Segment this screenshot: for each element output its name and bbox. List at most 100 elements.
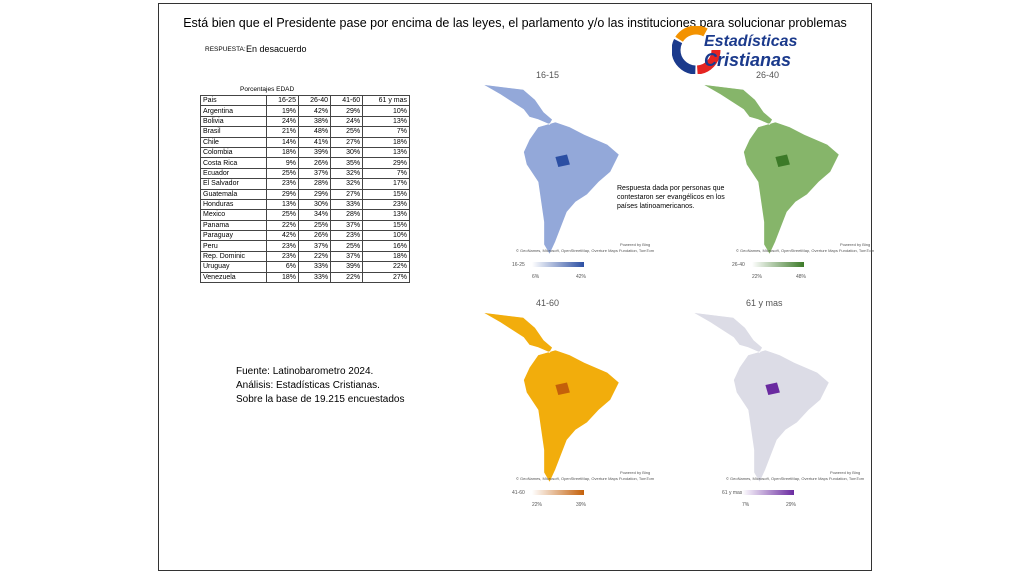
legend-bar [752,262,804,267]
table-cell: 21% [265,126,299,138]
table-cell: Peru [200,240,267,252]
logo-ring [672,26,721,74]
table-cell: Colombia [200,146,267,159]
table-cell: 13% [265,198,299,211]
table-cell: 22% [265,219,299,232]
table-cell: Argentina [200,105,267,117]
logo-ring [672,26,721,74]
table-row: Costa Rica 9% 26% 35% 29% [200,157,410,169]
table-cell: Chile [200,136,267,148]
table-cell: 28% [330,209,364,221]
table-cell: 13% [362,115,410,128]
table-cell: Costa Rica [200,157,267,169]
table-cell: 37% [330,219,364,232]
table-cell: 33% [297,271,332,284]
powered-by: Powered by Bing [620,470,650,475]
map-title: 26-40 [756,70,779,80]
table-cell: 23% [265,178,299,190]
table-cell: 37% [297,167,332,180]
table-cell: 32% [330,167,364,180]
map-shape [482,84,620,256]
table-cell: 39% [297,146,332,159]
table-row: Brasil 21% 48% 25% 7% [200,126,410,138]
table-cell: 23% [330,230,364,242]
source-line: Análisis: Estadísticas Cristianas. [236,380,380,391]
table-cell: 25% [330,240,364,252]
map [482,312,620,484]
map-region [555,382,570,395]
table-cell: 25% [265,209,299,221]
table-cell: 27% [330,188,364,200]
table-cell: 22% [297,250,332,263]
table-cell: 18% [265,271,299,284]
table-cell: 25% [330,126,364,138]
table-cell: Uruguay [200,261,267,273]
map [692,312,830,484]
legend-title: 41-60 [512,490,525,496]
table-cell: 38% [297,115,332,128]
table-cell: 37% [330,250,364,263]
table-cell: 22% [330,271,364,284]
table-cell: 29% [330,105,364,117]
map-region [555,154,570,167]
table-cell: 41% [297,136,332,148]
map-panel: 26-40 Powered by Bing© GeoNames, Microsof… [702,70,875,280]
table-row: Mexico 25% 34% 28% 13% [200,209,410,221]
table-cell: 48% [297,126,332,138]
table-row: Paraguay 42% 26% 23% 10% [200,230,410,242]
map-panel: 41-60 Powered by Bing© GeoNames, Microsof… [482,298,655,508]
header-cell: 16-25 [265,94,299,107]
map-credits: © GeoNames, Microsoft, OpenStreetMap, Ov… [726,476,865,481]
table-row: Chile 14% 41% 27% 18% [200,136,410,148]
map-credits: © GeoNames, Microsoft, OpenStreetMap, Ov… [736,248,875,253]
logo: Estadísticas Cristianas [672,26,797,74]
legend-title: 16-25 [512,262,525,268]
table-row: Venezuela 18% 33% 22% 27% [200,271,410,284]
table-row: Argentina 19% 42% 29% 10% [200,105,410,117]
table-row: Ecuador 25% 37% 32% 7% [200,167,410,180]
table-cell: Paraguay [200,230,267,242]
map-panel: 16-15 Powered by Bing© GeoNames, Microsof… [482,70,655,280]
legend-max: 42% [576,274,587,280]
table-cell: 29% [265,188,299,200]
table-cell: Honduras [200,198,267,211]
respuesta-label: RESPUESTA: [205,46,246,53]
table-cell: 19% [265,105,299,117]
table-row: Colombia 18% 39% 30% 13% [200,146,410,159]
table-cell: 10% [362,230,410,242]
header-cell: 61 y mas [362,94,410,107]
table-cell: 18% [265,146,299,159]
table-cell: 10% [362,105,410,117]
table-row: Panama 22% 25% 37% 15% [200,219,410,232]
table-cell: 16% [362,240,410,252]
header-cell: 41-60 [330,94,364,107]
table-cell: 13% [362,209,410,221]
map [702,84,840,256]
map [482,84,620,256]
table-cell: 37% [297,240,332,252]
legend-min: 22% [752,274,763,280]
map-title: 61 y mas [746,298,783,308]
powered-by: Powered by Bing [840,242,870,247]
source-line: Fuente: Latinobarometro 2024. [236,366,374,377]
table-cell: 13% [362,146,410,159]
table-row: Uruguay 6% 33% 39% 22% [200,261,410,273]
table-cell: 7% [362,167,410,180]
legend-min: 22% [532,502,543,508]
slide-frame [158,3,872,571]
table-row: Bolivia 24% 38% 24% 13% [200,115,410,128]
data-table: Pais 16-25 26-40 41-60 61 y mas Argentina 19% 4… [200,94,410,284]
table-cell: 35% [330,157,364,169]
note: Respuesta dada por personas que contesta… [617,185,725,210]
table-cell: 33% [330,198,364,211]
powered-by: Powered by Bing [830,470,860,475]
table-cell: 14% [265,136,299,148]
map-shape [692,312,830,484]
table-cell: 24% [330,115,364,128]
table-cell: 6% [265,261,299,273]
table-cell: 17% [362,178,410,190]
respuesta: En desacuerdo [246,44,307,54]
table-row: Guatemala 29% 29% 27% 15% [200,188,410,200]
table-caption: Porcentajes EDAD [240,86,295,93]
